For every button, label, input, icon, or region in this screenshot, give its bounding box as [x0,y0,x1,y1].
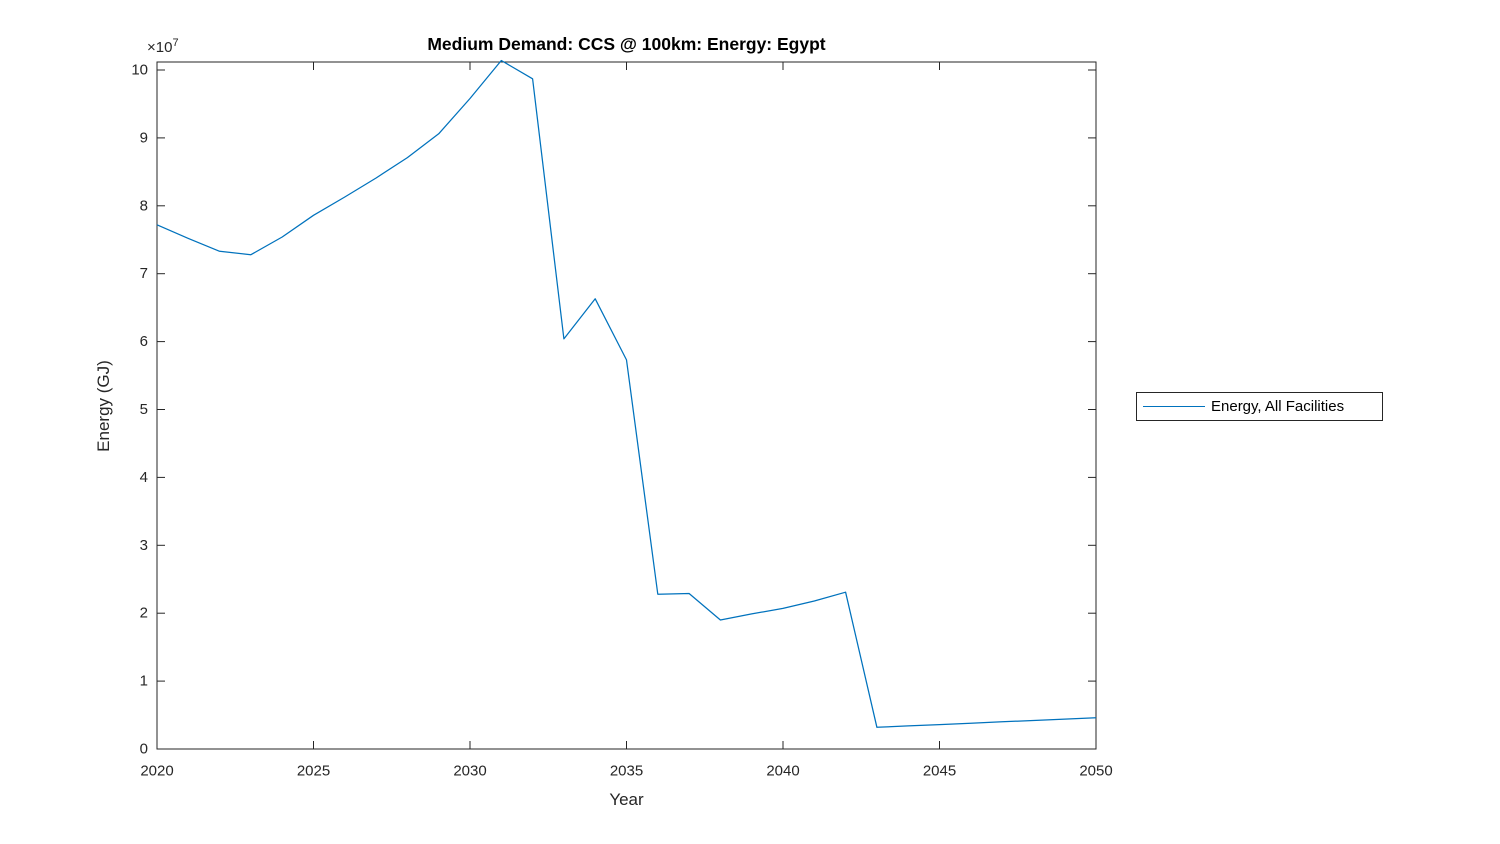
x-tick-label: 2020 [140,762,173,779]
x-tick-label: 2030 [453,762,486,779]
x-tick-label: 2035 [610,762,643,779]
y-tick-label: 9 [140,129,148,146]
series-line [156,59,1097,728]
chart-title: Medium Demand: CCS @ 100km: Energy: Egyp… [427,34,826,54]
legend-entry-label: Energy, All Facilities [1211,398,1345,415]
y-tick-label: 8 [140,197,148,214]
y-tick-label: 5 [140,401,148,418]
axis-box [156,61,1097,750]
y-axis-exponent-power: 7 [172,37,179,49]
x-axis-label: Year [609,790,644,809]
y-tick-label: 10 [131,62,148,79]
y-axis-exponent-base: ×10 [147,39,173,56]
y-tick-label: 2 [140,605,148,622]
y-tick-label: 0 [140,741,148,758]
legend-box: Energy, All Facilities [1136,392,1383,421]
legend-line-sample-icon [1143,406,1205,407]
y-tick-label: 1 [140,673,148,690]
x-tick-label: 2045 [923,762,956,779]
y-axis-exponent-label: ×107 [147,37,179,56]
y-tick-label: 6 [140,333,148,350]
y-axis-label: Energy (GJ) [94,360,113,452]
x-tick-label: 2050 [1079,762,1112,779]
y-tick-label: 4 [140,469,148,486]
y-tick-label: 3 [140,537,148,554]
y-tick-label: 7 [140,265,148,282]
x-tick-label: 2040 [766,762,799,779]
x-tick-label: 2025 [297,762,330,779]
